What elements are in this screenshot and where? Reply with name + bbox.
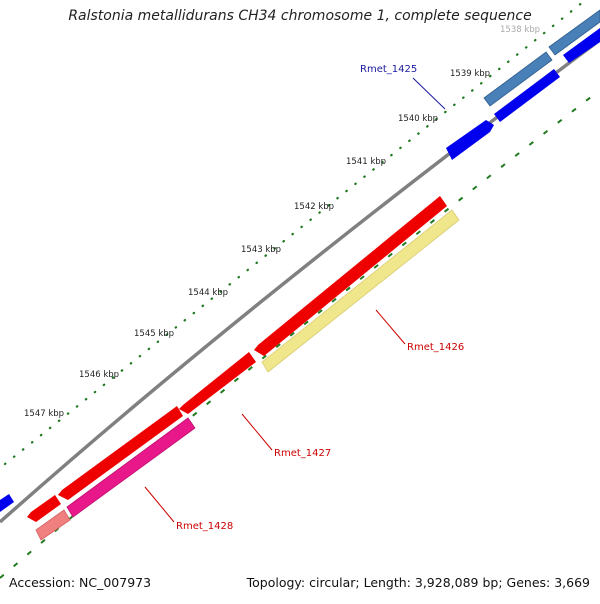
tick-label: 1546 kbp bbox=[79, 370, 119, 380]
gene-arrow-forward-left bbox=[0, 494, 14, 512]
gene-arrow-reverse-small bbox=[27, 495, 61, 522]
tick-label: 1541 kbp bbox=[346, 157, 386, 167]
gene-labels: Rmet_1425 Rmet_1426 Rmet_1427 Rmet_1428 bbox=[176, 64, 464, 532]
gene-arrow-forward bbox=[483, 51, 553, 107]
leader-line-rmet-1426 bbox=[375, 309, 406, 345]
product-features bbox=[35, 209, 460, 541]
tick-label: 1542 kbp bbox=[294, 202, 334, 212]
gene-label-rmet-1426: Rmet_1426 bbox=[407, 342, 464, 353]
forward-strand-genes bbox=[0, 9, 600, 512]
tick-label: 1539 kbp bbox=[450, 69, 490, 79]
product-bar-pink bbox=[66, 417, 196, 518]
gene-arrow-forward bbox=[548, 9, 600, 56]
map-title: Ralstonia metallidurans CH34 chromosome … bbox=[68, 8, 532, 24]
gene-arrow-forward bbox=[494, 69, 560, 122]
sequence-summary: Topology: circular; Length: 3,928,089 bp… bbox=[246, 575, 590, 590]
tick-label: 1545 kbp bbox=[134, 329, 174, 339]
tick-labels: 1538 kbp 1539 kbp 1540 kbp 1541 kbp 1542… bbox=[24, 25, 540, 419]
gene-arrow-forward-rmet-1425 bbox=[446, 120, 494, 160]
tick-label: 1544 kbp bbox=[188, 288, 228, 298]
gene-arrow-reverse-rmet-1426 bbox=[254, 196, 447, 356]
gene-label-rmet-1425: Rmet_1425 bbox=[360, 64, 417, 75]
leader-line-rmet-1428 bbox=[144, 486, 175, 523]
gene-arrow-reverse-rmet-1428 bbox=[58, 406, 183, 500]
reverse-strand-genes bbox=[27, 196, 447, 522]
accession-label: Accession: NC_007973 bbox=[9, 575, 152, 590]
tick-label: 1540 kbp bbox=[398, 114, 438, 124]
outer-dotted-ring bbox=[3, 0, 585, 466]
tick-label: 1543 kbp bbox=[241, 245, 281, 255]
tick-label: 1547 kbp bbox=[24, 409, 64, 419]
leader-line-rmet-1427 bbox=[241, 413, 273, 451]
gene-label-rmet-1427: Rmet_1427 bbox=[274, 448, 331, 459]
tick-label: 1538 kbp bbox=[500, 25, 540, 35]
product-bar-yellow bbox=[261, 209, 460, 373]
product-bar-salmon bbox=[35, 509, 71, 541]
gene-label-rmet-1428: Rmet_1428 bbox=[176, 521, 233, 532]
leader-line-rmet-1425 bbox=[412, 77, 446, 110]
gene-arrow-forward bbox=[563, 28, 600, 63]
leader-lines bbox=[144, 77, 446, 523]
gene-arrow-reverse-rmet-1427 bbox=[179, 352, 256, 414]
